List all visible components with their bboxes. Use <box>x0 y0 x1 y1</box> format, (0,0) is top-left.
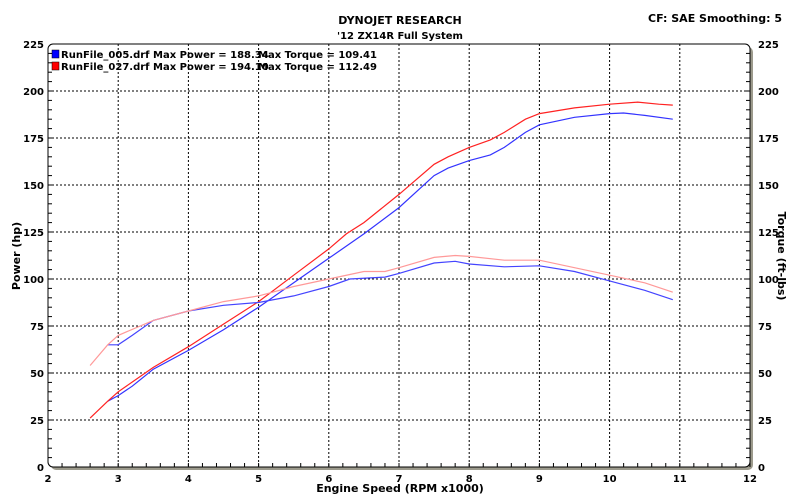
y-tick-label-left: 25 <box>30 416 44 427</box>
x-tick-label: 10 <box>603 474 617 485</box>
y-tick-label-right: 50 <box>758 369 772 380</box>
series-line-power-runfile-027-drf <box>89 101 673 419</box>
plot-area <box>47 43 751 468</box>
x-tick-label: 12 <box>743 474 757 485</box>
y-axis-label-left: Power (hp) <box>10 222 23 290</box>
chart-title: DYNOJET RESEARCH <box>338 14 461 27</box>
x-tick-label: 6 <box>325 474 332 485</box>
y-tick-label-right: 0 <box>758 463 765 474</box>
x-tick-label: 5 <box>255 474 262 485</box>
settings-label: CF: SAE Smoothing: 5 <box>648 12 782 25</box>
legend-max-torque: Max Torque = 112.49 <box>258 62 377 73</box>
y-tick-label-right: 150 <box>758 181 779 192</box>
series-line-power-runfile-005-drf <box>107 112 673 402</box>
y-tick-label-left: 175 <box>23 134 44 145</box>
y-tick-label-left: 225 <box>23 40 44 51</box>
legend-swatch <box>51 61 60 71</box>
y-tick-label-right: 125 <box>758 228 779 239</box>
y-tick-label-left: 75 <box>30 322 44 333</box>
y-tick-label-left: 125 <box>23 228 44 239</box>
y-tick-label-left: 50 <box>30 369 44 380</box>
legend-max-torque: Max Torque = 109.41 <box>258 50 377 61</box>
x-tick-label: 4 <box>185 474 192 485</box>
y-tick-label-right: 200 <box>758 87 779 98</box>
y-tick-label-left: 200 <box>23 87 44 98</box>
y-tick-label-left: 0 <box>37 463 44 474</box>
legend-swatch <box>51 49 60 59</box>
chart-subtitle: '12 ZX14R Full System <box>337 31 463 42</box>
y-tick-label-right: 225 <box>758 40 779 51</box>
x-tick-label: 9 <box>536 474 543 485</box>
y-tick-label-right: 25 <box>758 416 772 427</box>
y-tick-label-right: 100 <box>758 275 779 286</box>
legend-entry: RunFile_005.drf Max Power = 188.34 <box>61 50 269 61</box>
x-tick-label: 3 <box>115 474 122 485</box>
y-tick-label-left: 100 <box>23 275 44 286</box>
y-tick-label-right: 175 <box>758 134 779 145</box>
x-axis-label: Engine Speed (RPM x1000) <box>316 482 484 495</box>
x-tick-label: 11 <box>673 474 687 485</box>
x-tick-label: 8 <box>466 474 473 485</box>
x-tick-label: 2 <box>45 474 52 485</box>
y-tick-label-right: 75 <box>758 322 772 333</box>
legend-entry: RunFile_027.drf Max Power = 194.10 <box>61 62 269 73</box>
series-line-torque-runfile-027-drf <box>89 254 673 366</box>
x-tick-label: 7 <box>396 474 403 485</box>
y-tick-label-left: 150 <box>23 181 44 192</box>
y-axis-label-right: Torque (ft-lbs) <box>775 212 788 301</box>
